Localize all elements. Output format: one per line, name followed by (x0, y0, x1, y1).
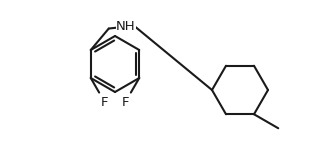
Text: NH: NH (116, 20, 136, 33)
Text: F: F (101, 96, 109, 109)
Text: F: F (121, 96, 129, 109)
